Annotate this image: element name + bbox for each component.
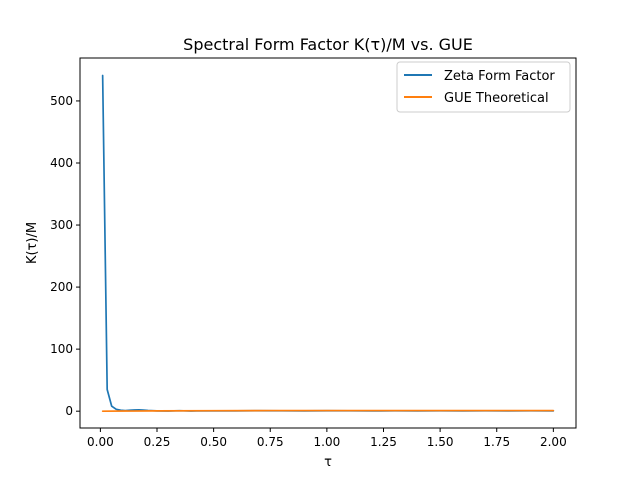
series-line-gue-theoretical	[101, 409, 555, 413]
x-tick-label: 1.00	[314, 435, 341, 449]
plot-frame	[79, 57, 577, 429]
legend-label: GUE Theoretical	[444, 91, 549, 106]
y-tick-label: 100	[50, 342, 73, 356]
x-axis-label: τ	[324, 455, 332, 470]
plot-area	[101, 74, 555, 413]
x-tick-label: 1.50	[427, 435, 454, 449]
x-tick-label: 0.75	[257, 435, 284, 449]
legend: Zeta Form Factor GUE Theoretical	[396, 61, 571, 113]
legend-box	[396, 61, 571, 113]
y-tick-label: 400	[50, 156, 73, 170]
x-tick-label: 2.00	[540, 435, 567, 449]
y-axis: 0 100 200 300 400 500	[50, 94, 80, 418]
x-tick-label: 0.00	[87, 435, 114, 449]
x-tick-label: 1.25	[370, 435, 397, 449]
chart-title: Spectral Form Factor K(τ)/M vs. GUE	[183, 35, 473, 54]
y-tick-label: 500	[50, 94, 73, 108]
x-axis: 0.00 0.25 0.50 0.75 1.00 1.25 1.50 1.75 2.00	[87, 428, 567, 449]
legend-label: Zeta Form Factor	[444, 69, 555, 84]
y-axis-label: K(τ)/M	[25, 222, 40, 264]
y-tick-label: 300	[50, 218, 73, 232]
x-tick-label: 0.25	[144, 435, 171, 449]
x-tick-label: 0.50	[200, 435, 227, 449]
y-tick-label: 200	[50, 280, 73, 294]
y-tick-label: 0	[65, 404, 73, 418]
x-tick-label: 1.75	[483, 435, 510, 449]
